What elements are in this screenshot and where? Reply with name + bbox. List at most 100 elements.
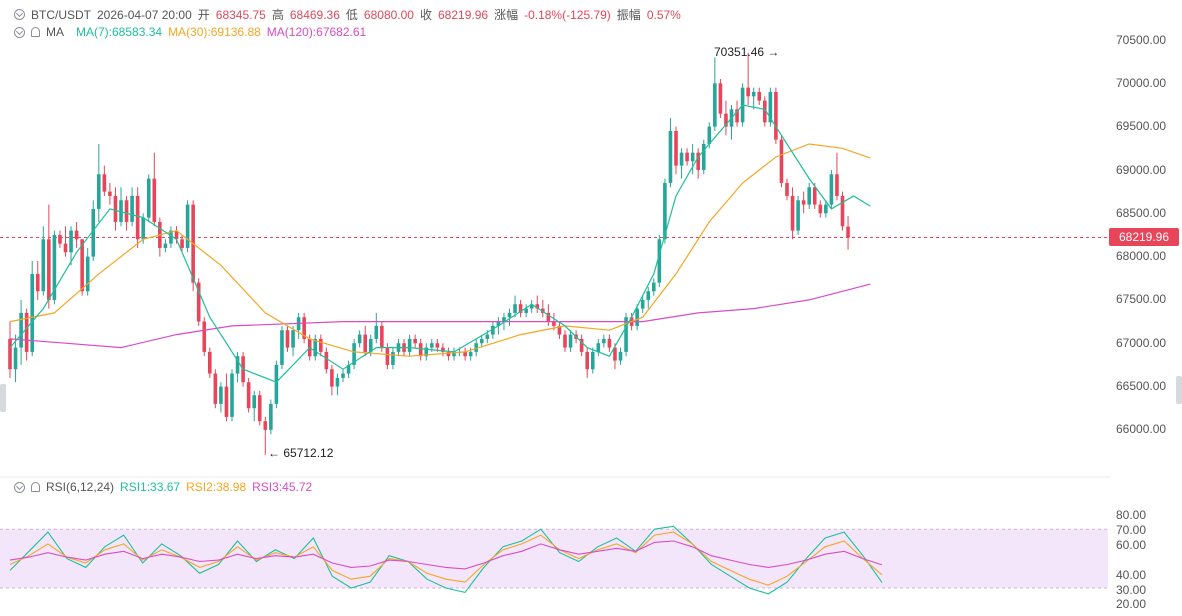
candle-body — [663, 182, 667, 240]
candle-body — [829, 174, 834, 205]
candle-body — [812, 187, 817, 205]
candle-body — [91, 208, 96, 257]
candle-body — [58, 234, 62, 244]
candle-body — [341, 373, 345, 378]
candle-body — [330, 369, 334, 387]
candle-body — [696, 152, 700, 170]
candle-body — [779, 139, 784, 183]
candle-body — [368, 338, 373, 352]
price-tick: 67500.00 — [1116, 292, 1167, 306]
price-tick: 66000.00 — [1116, 422, 1167, 436]
candle-body — [363, 334, 367, 352]
candle-body — [269, 403, 273, 430]
candle-body — [280, 330, 284, 365]
candle-body — [635, 308, 639, 326]
candle-body — [579, 338, 584, 352]
candle-body — [319, 338, 323, 352]
candle-body — [108, 191, 112, 196]
ma-label[interactable]: MA — [46, 25, 64, 39]
candle-body — [74, 230, 79, 240]
candle-body — [13, 347, 18, 370]
right-scroll-handle[interactable] — [1176, 376, 1182, 404]
candle-body — [274, 364, 279, 404]
candle-body — [97, 174, 101, 209]
candle-body — [491, 325, 495, 335]
rsi2-line — [9, 531, 883, 586]
candle-body — [263, 421, 268, 430]
candle-body — [413, 338, 417, 344]
candle-body — [230, 373, 234, 417]
ma-row: MA MA(7):68583.34 MA(30):69136.88 MA(120… — [14, 25, 372, 39]
candle-body — [213, 373, 218, 404]
candle-body — [119, 200, 123, 222]
rsi-chart[interactable] — [0, 502, 1110, 612]
candle-body — [652, 282, 656, 292]
candle-body — [324, 351, 329, 370]
candle-body — [357, 334, 362, 344]
collapse-icon[interactable] — [14, 26, 25, 38]
bell-icon[interactable] — [31, 27, 40, 37]
candle-body — [435, 343, 440, 348]
ma7-value: MA(7):68583.34 — [76, 25, 163, 39]
candle-body — [35, 273, 40, 292]
candle-body — [352, 343, 356, 365]
candle-body — [640, 299, 645, 309]
candle-body — [613, 347, 617, 361]
candle-body — [690, 152, 695, 162]
high-annotation: 70351.46 → — [714, 45, 780, 59]
candle-body — [518, 304, 523, 313]
candle-body — [169, 230, 173, 244]
ma30-value: MA(30):69136.88 — [168, 25, 261, 39]
symbol-label[interactable]: BTC/USDT — [31, 7, 91, 22]
amplitude-value: 0.57% — [646, 7, 681, 22]
candle-body — [757, 91, 762, 101]
candle-body — [618, 351, 623, 361]
candle-body — [701, 143, 706, 170]
candle-body — [846, 226, 850, 238]
candle-body — [30, 273, 34, 352]
candle-body — [607, 338, 612, 348]
candle-body — [463, 351, 467, 357]
candle-body — [63, 243, 68, 253]
change-label: 涨幅 — [494, 8, 519, 22]
rsi2-value: RSI2:38.98 — [186, 480, 247, 494]
candle-body — [163, 243, 168, 248]
open-label: 开 — [197, 8, 210, 22]
candle-body — [657, 239, 662, 283]
candle-body — [246, 382, 251, 409]
candlestick-chart[interactable] — [0, 0, 1110, 478]
candle-body — [568, 334, 573, 348]
candle-body — [796, 200, 800, 231]
collapse-icon[interactable] — [14, 9, 25, 20]
rsi3-value: RSI3:45.72 — [252, 480, 313, 494]
open-value: 68345.75 — [215, 7, 266, 22]
price-tick: 69000.00 — [1116, 163, 1167, 177]
high-annotation-value: 70351.46 — [714, 45, 765, 59]
candle-body — [668, 130, 673, 183]
candle-body — [141, 217, 145, 240]
candle-body — [768, 91, 773, 123]
rsi-label[interactable]: RSI(6,12,24) — [46, 480, 115, 494]
price-tick: 70500.00 — [1116, 33, 1167, 47]
candle-body — [707, 126, 712, 144]
candle-body — [47, 239, 51, 300]
candle-body — [541, 308, 545, 313]
candle-body — [496, 321, 501, 326]
collapse-icon[interactable] — [14, 481, 25, 493]
candle-body — [602, 338, 606, 344]
candle-body — [685, 152, 689, 162]
candle-body — [235, 356, 240, 374]
candle-body — [735, 109, 739, 123]
candle-body — [124, 200, 129, 222]
ma120-line — [9, 283, 871, 349]
rsi-tick: 80.00 — [1116, 508, 1147, 522]
candle-body — [479, 338, 484, 344]
candle-body — [801, 200, 806, 205]
left-scroll-handle[interactable] — [0, 384, 6, 412]
bell-icon[interactable] — [31, 482, 40, 492]
candle-body — [502, 317, 506, 322]
rsi-tick: 30.00 — [1116, 583, 1147, 597]
candle-body — [590, 351, 595, 370]
ma7-line — [9, 104, 871, 383]
candle-body — [385, 347, 390, 365]
